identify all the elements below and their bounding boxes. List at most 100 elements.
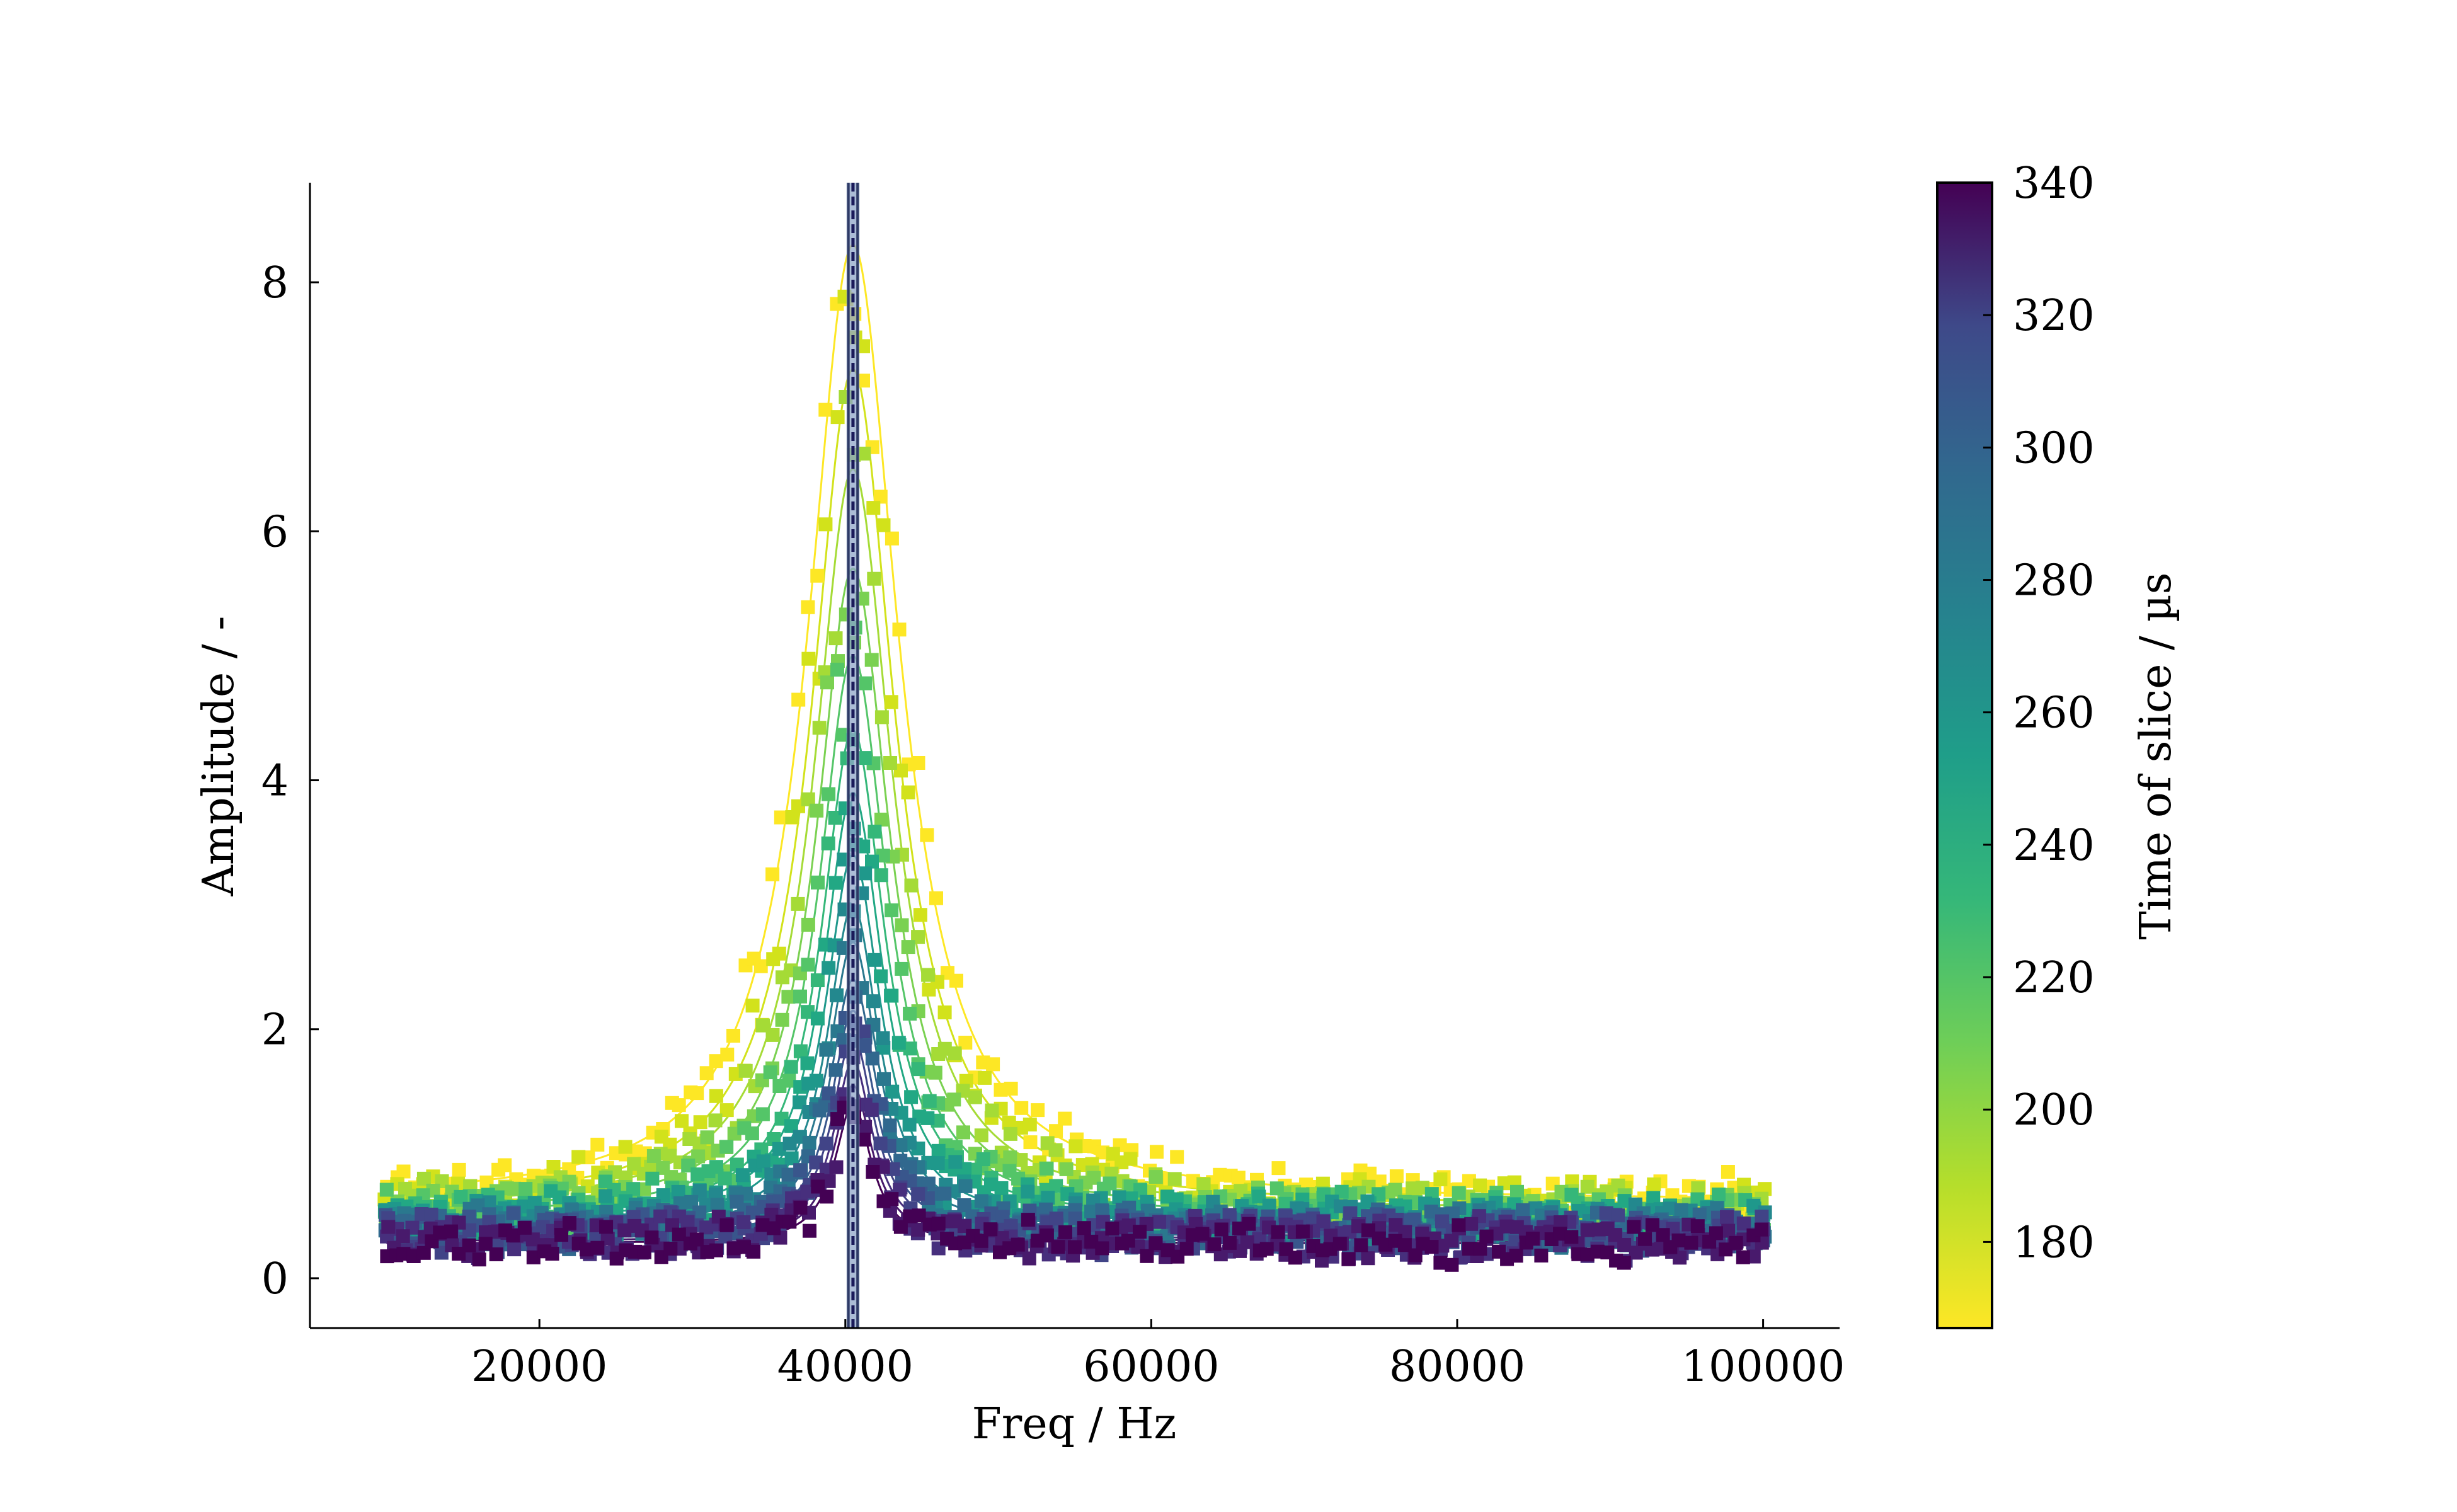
data-point	[903, 1007, 917, 1021]
data-point	[1663, 1201, 1677, 1216]
data-point	[1673, 1251, 1687, 1265]
data-point	[1721, 1223, 1736, 1238]
data-point	[1462, 1242, 1476, 1256]
data-point	[892, 622, 907, 637]
data-point	[747, 1244, 760, 1259]
colorbar-tick-label: 260	[2013, 689, 2095, 738]
data-point	[883, 1118, 897, 1133]
data-point	[745, 999, 760, 1013]
data-point	[1087, 1171, 1101, 1185]
data-point	[976, 1152, 990, 1166]
data-point	[1040, 1161, 1054, 1176]
colorbar-tick-label: 300	[2013, 423, 2095, 473]
data-point	[709, 1089, 723, 1103]
data-point	[506, 1206, 520, 1220]
x-axis-label: Freq / Hz	[972, 1399, 1177, 1449]
y-tick-label: 0	[261, 1254, 289, 1304]
data-point	[1049, 1124, 1063, 1138]
data-point	[793, 1044, 808, 1058]
data-point	[1645, 1218, 1659, 1232]
data-point	[637, 1245, 651, 1259]
data-point	[800, 1056, 815, 1070]
data-point	[1433, 1172, 1448, 1186]
data-point	[822, 1174, 836, 1188]
data-point	[873, 490, 888, 504]
data-point	[876, 849, 890, 862]
data-point	[1599, 1206, 1613, 1220]
data-point	[978, 1070, 992, 1085]
data-point	[675, 1114, 689, 1128]
data-point	[781, 1167, 796, 1182]
colorbar-tick-label: 240	[2013, 821, 2095, 871]
fit-curve-4	[386, 567, 1763, 1213]
data-point	[1048, 1143, 1063, 1157]
data-point	[791, 692, 806, 707]
data-point	[498, 1158, 512, 1172]
data-point	[1755, 1210, 1769, 1224]
data-point	[1167, 1172, 1182, 1186]
data-point	[1580, 1179, 1595, 1194]
data-point	[1059, 1162, 1074, 1176]
data-point	[1002, 1115, 1016, 1130]
x-tick-label: 60000	[1083, 1342, 1219, 1392]
data-point	[590, 1137, 605, 1152]
data-point	[720, 1047, 735, 1062]
data-point	[545, 1247, 559, 1261]
data-point	[864, 1102, 879, 1117]
data-point	[1041, 1191, 1055, 1205]
data-point	[1105, 1222, 1120, 1236]
data-point	[672, 1098, 686, 1113]
data-point	[894, 764, 908, 778]
colorbar-tick-label: 320	[2013, 291, 2095, 341]
data-point	[1022, 1117, 1037, 1131]
data-point	[868, 825, 882, 839]
data-point	[801, 792, 815, 806]
data-point	[753, 959, 768, 973]
data-point	[554, 1228, 568, 1242]
data-point	[983, 1177, 998, 1191]
data-point	[782, 1074, 796, 1088]
data-point	[857, 751, 872, 765]
data-point	[736, 1215, 751, 1229]
data-point	[904, 878, 919, 893]
fit-curve-5	[386, 655, 1763, 1216]
data-point	[454, 1189, 468, 1204]
data-point	[911, 1187, 925, 1201]
data-point	[763, 1065, 777, 1080]
x-tick-label: 80000	[1389, 1342, 1525, 1392]
data-point	[818, 403, 833, 417]
data-point	[883, 756, 897, 770]
data-point	[1445, 1206, 1460, 1220]
data-point	[1746, 1249, 1761, 1264]
data-point	[1408, 1248, 1423, 1263]
data-point	[1179, 1242, 1194, 1256]
data-point	[1240, 1235, 1254, 1249]
x-tick-label: 40000	[777, 1342, 914, 1392]
data-point	[856, 1024, 871, 1039]
data-point	[810, 1011, 825, 1026]
data-point	[379, 1183, 394, 1197]
fit-curve-3	[386, 467, 1763, 1209]
data-point	[726, 1029, 740, 1043]
data-point	[922, 1094, 937, 1108]
data-point	[895, 918, 909, 932]
data-point	[893, 1220, 908, 1234]
data-point	[1361, 1223, 1375, 1237]
data-point	[1133, 1225, 1147, 1239]
data-point	[1031, 1103, 1045, 1118]
data-point	[745, 1126, 759, 1140]
data-point	[1424, 1240, 1439, 1254]
data-point	[803, 1223, 816, 1238]
data-point	[968, 1090, 982, 1104]
data-point	[1021, 1184, 1035, 1199]
data-point	[730, 1157, 744, 1172]
data-point	[1148, 1236, 1163, 1251]
plot-axes	[309, 183, 1840, 1329]
data-point	[820, 675, 834, 690]
data-point	[700, 1130, 714, 1145]
data-point	[1553, 1227, 1567, 1241]
y-tick-label: 8	[261, 258, 289, 308]
data-point	[985, 1103, 999, 1118]
data-point	[1123, 1152, 1138, 1166]
